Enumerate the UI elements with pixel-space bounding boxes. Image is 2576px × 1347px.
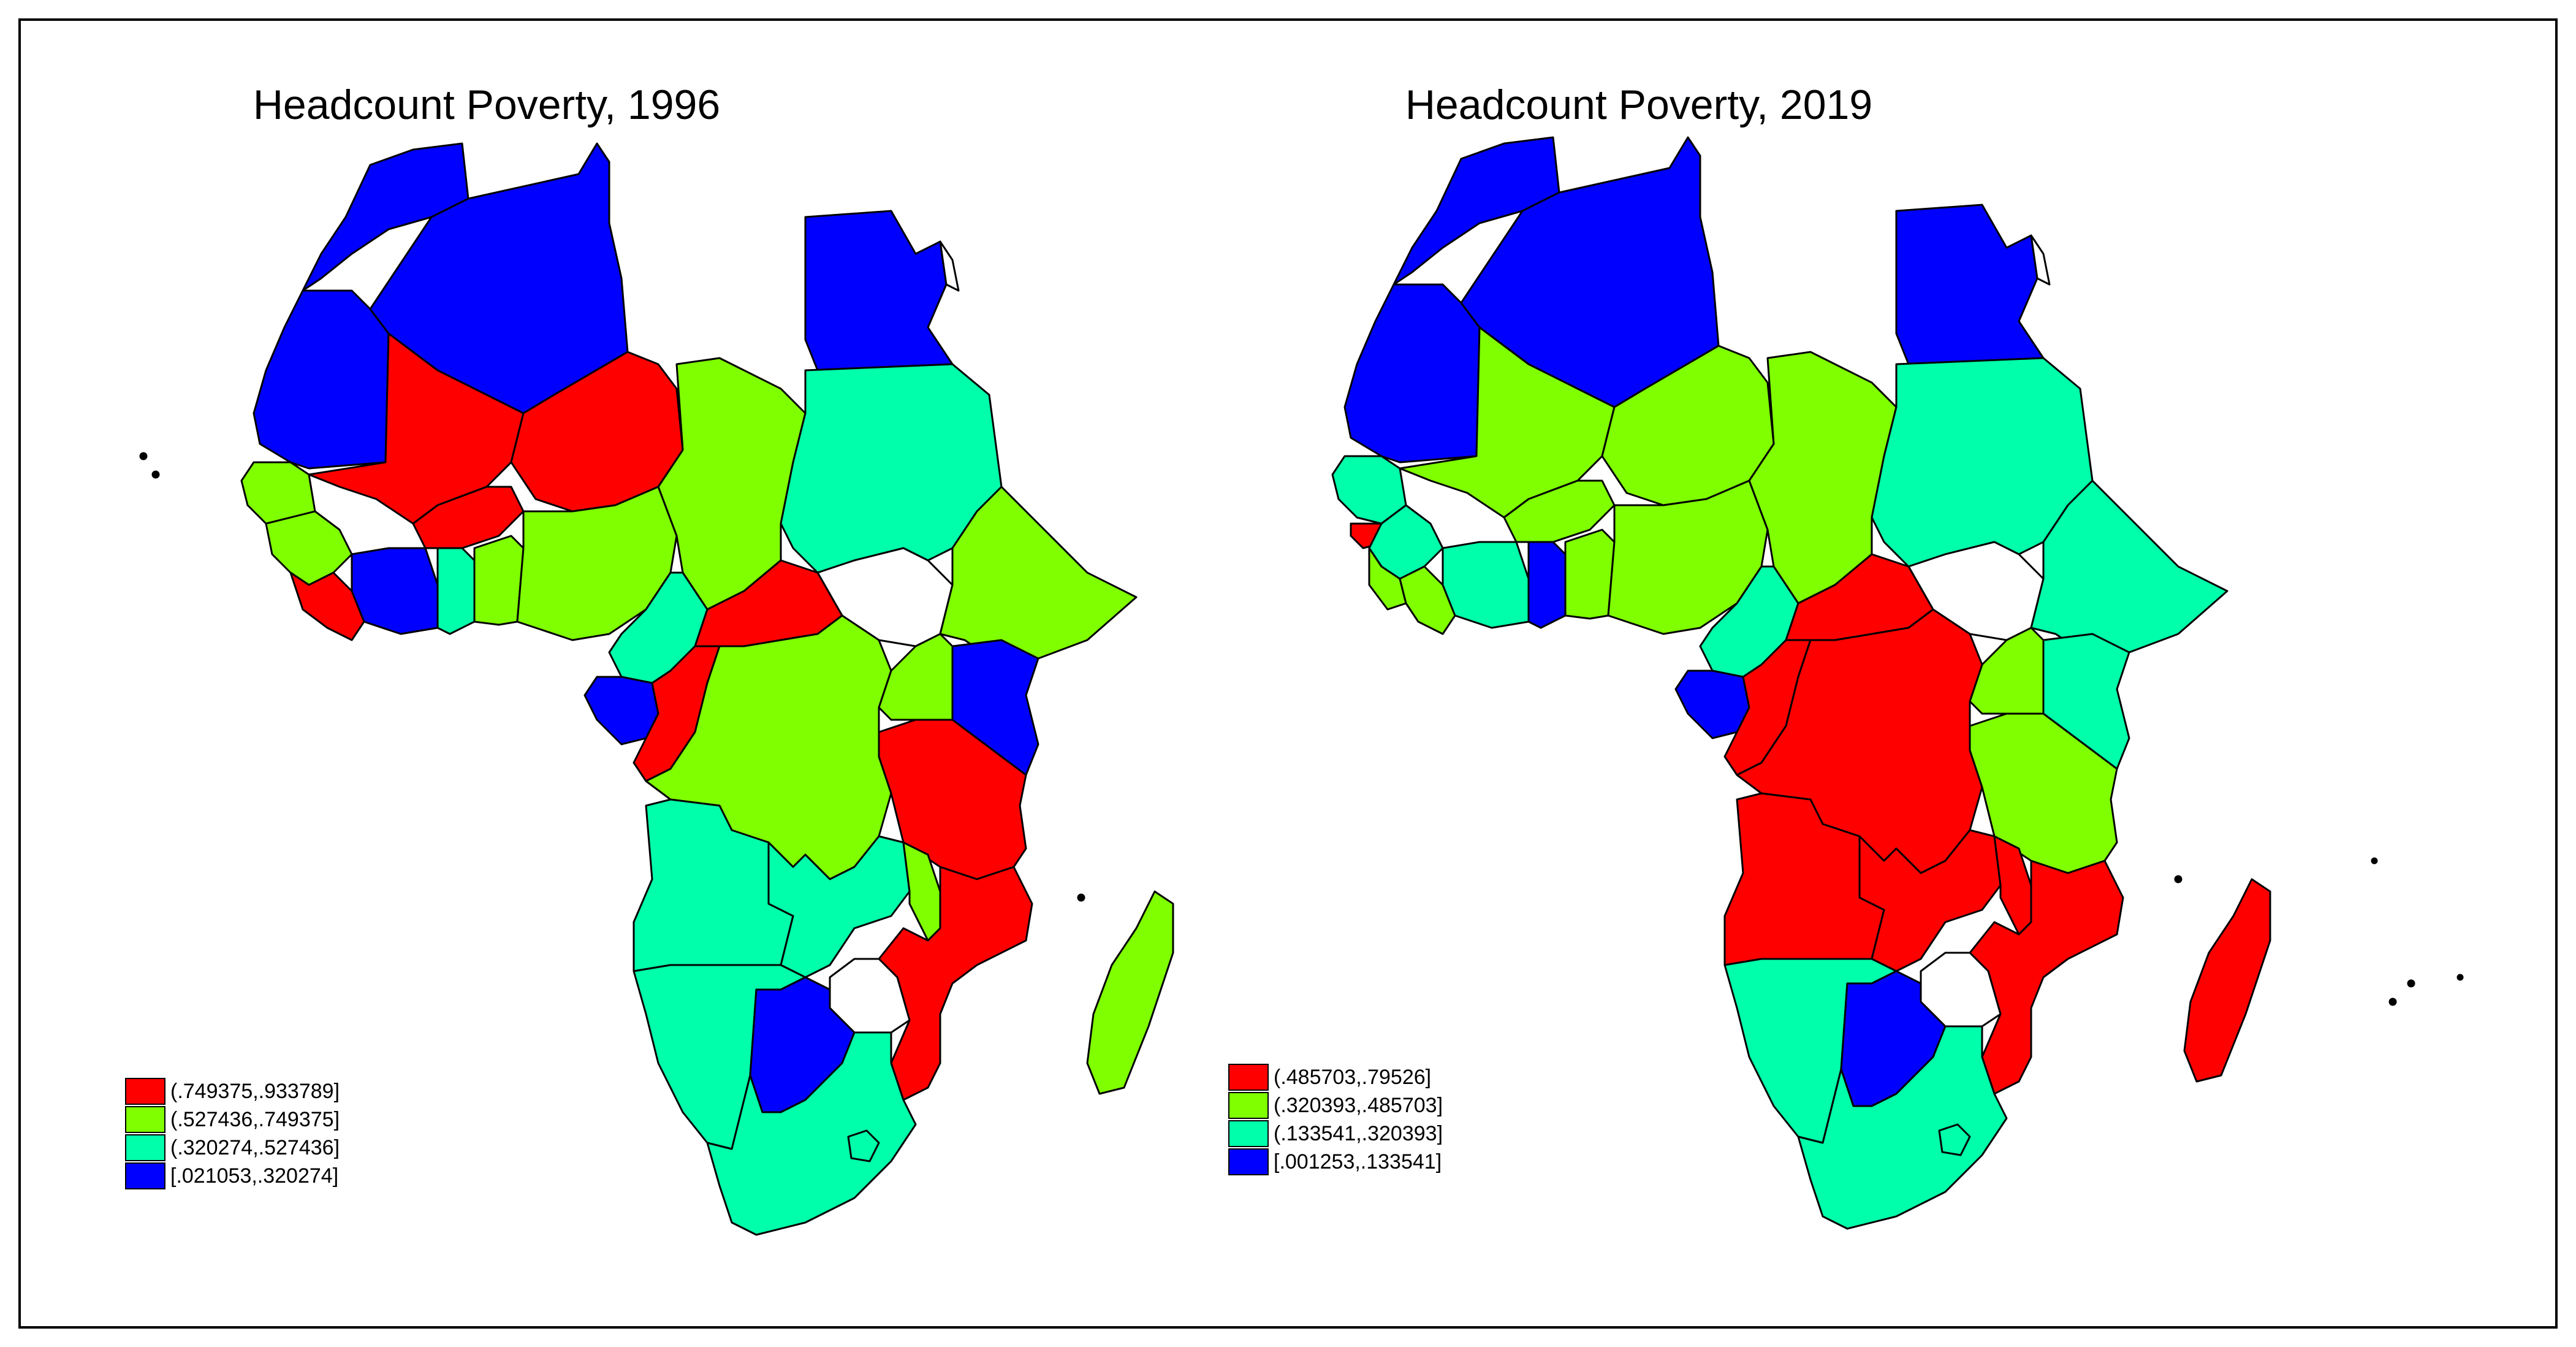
region-benin [1564,528,1616,620]
legend-row: (.133541,.320393] [1228,1120,1443,1148]
legend-label: (.133541,.320393] [1274,1121,1443,1145]
legend-label: (.485703,.79526] [1274,1065,1432,1089]
legend-label: [.001253,.133541] [1274,1150,1442,1173]
region-south-africa [706,1031,917,1236]
legend-swatch [125,1134,165,1161]
region-libya [1895,204,2045,365]
region-zambia [767,835,911,979]
legend-swatch [1228,1148,1269,1175]
region-madagascar [1086,890,1174,1095]
legend-label: (.320393,.485703] [1274,1093,1443,1117]
region-morocco [302,142,469,292]
map-legend-2019: (.485703,.79526] (.320393,.485703] (.133… [1228,1063,1443,1176]
legend-row: (.320274,.527436] [125,1134,340,1162]
region-mauritania [1343,283,1481,464]
region-benin [473,535,525,626]
legend-swatch [125,1162,165,1189]
region-liberia [1399,565,1456,635]
legend-row: (.749375,.933789] [125,1077,340,1105]
africa-map-1996 [139,142,1174,1236]
region-zambia [1858,829,2002,972]
map-title-2019: Headcount Poverty, 2019 [1405,82,1873,128]
region-island-comoros [1077,893,1085,902]
region-mauritania [253,289,390,470]
map-title-1996: Headcount Poverty, 1996 [253,82,721,128]
map-panel-2019: Headcount Poverty, 2019 [1228,21,2497,1308]
region-egypt-sinai [2030,234,2051,286]
map-legend-1996: (.749375,.933789] (.527436,.749375] (.32… [125,1077,340,1190]
region-south-africa [1797,1025,2008,1230]
region-island-mauritius [2407,979,2415,988]
region-mozambique [1969,860,2124,1095]
legend-swatch [1228,1064,1269,1091]
region-island-comoros [2174,875,2183,883]
region-island-seychelles [2371,857,2378,864]
legend-swatch [1228,1092,1269,1119]
region-tanzania [878,719,1027,880]
legend-row: (.320393,.485703] [1228,1091,1443,1120]
region-mozambique [878,866,1033,1101]
legend-label: (.527436,.749375] [170,1107,340,1131]
legend-label: (.749375,.933789] [170,1079,340,1103]
legend-row: (.527436,.749375] [125,1105,340,1134]
figure-frame: Headcount Poverty, 1996 [18,18,2558,1329]
region-lesotho [847,1129,880,1162]
region-uganda [878,633,954,721]
legend-swatch [125,1078,165,1105]
region-island-cape-verde [139,452,148,460]
legend-swatch [1228,1120,1269,1147]
region-cote-divoire [1442,541,1530,629]
legend-row: [.021053,.320274] [125,1162,340,1190]
region-guinea [265,510,353,586]
map-panel-1996: Headcount Poverty, 1996 [45,21,1308,1308]
region-island-rodrigues [2456,974,2464,981]
legend-row: (.485703,.79526] [1228,1063,1443,1091]
legend-swatch [125,1106,165,1133]
region-libya [804,210,954,372]
legend-label: [.021053,.320274] [170,1164,339,1188]
region-morocco [1392,136,1560,286]
region-egypt-sinai [939,240,960,292]
region-island-cape-verde-2 [151,470,160,479]
region-tanzania [1969,712,2118,874]
legend-label: (.320274,.527436] [170,1135,340,1159]
africa-map-2019 [1331,136,2464,1230]
region-ghana [436,547,476,635]
legend-row: [.001253,.133541] [1228,1148,1443,1176]
region-lesotho [1938,1123,1971,1156]
region-cote-divoire [351,547,439,635]
region-madagascar [2183,878,2271,1083]
region-island-reunion [2388,998,2397,1006]
region-ghana [1527,541,1567,629]
